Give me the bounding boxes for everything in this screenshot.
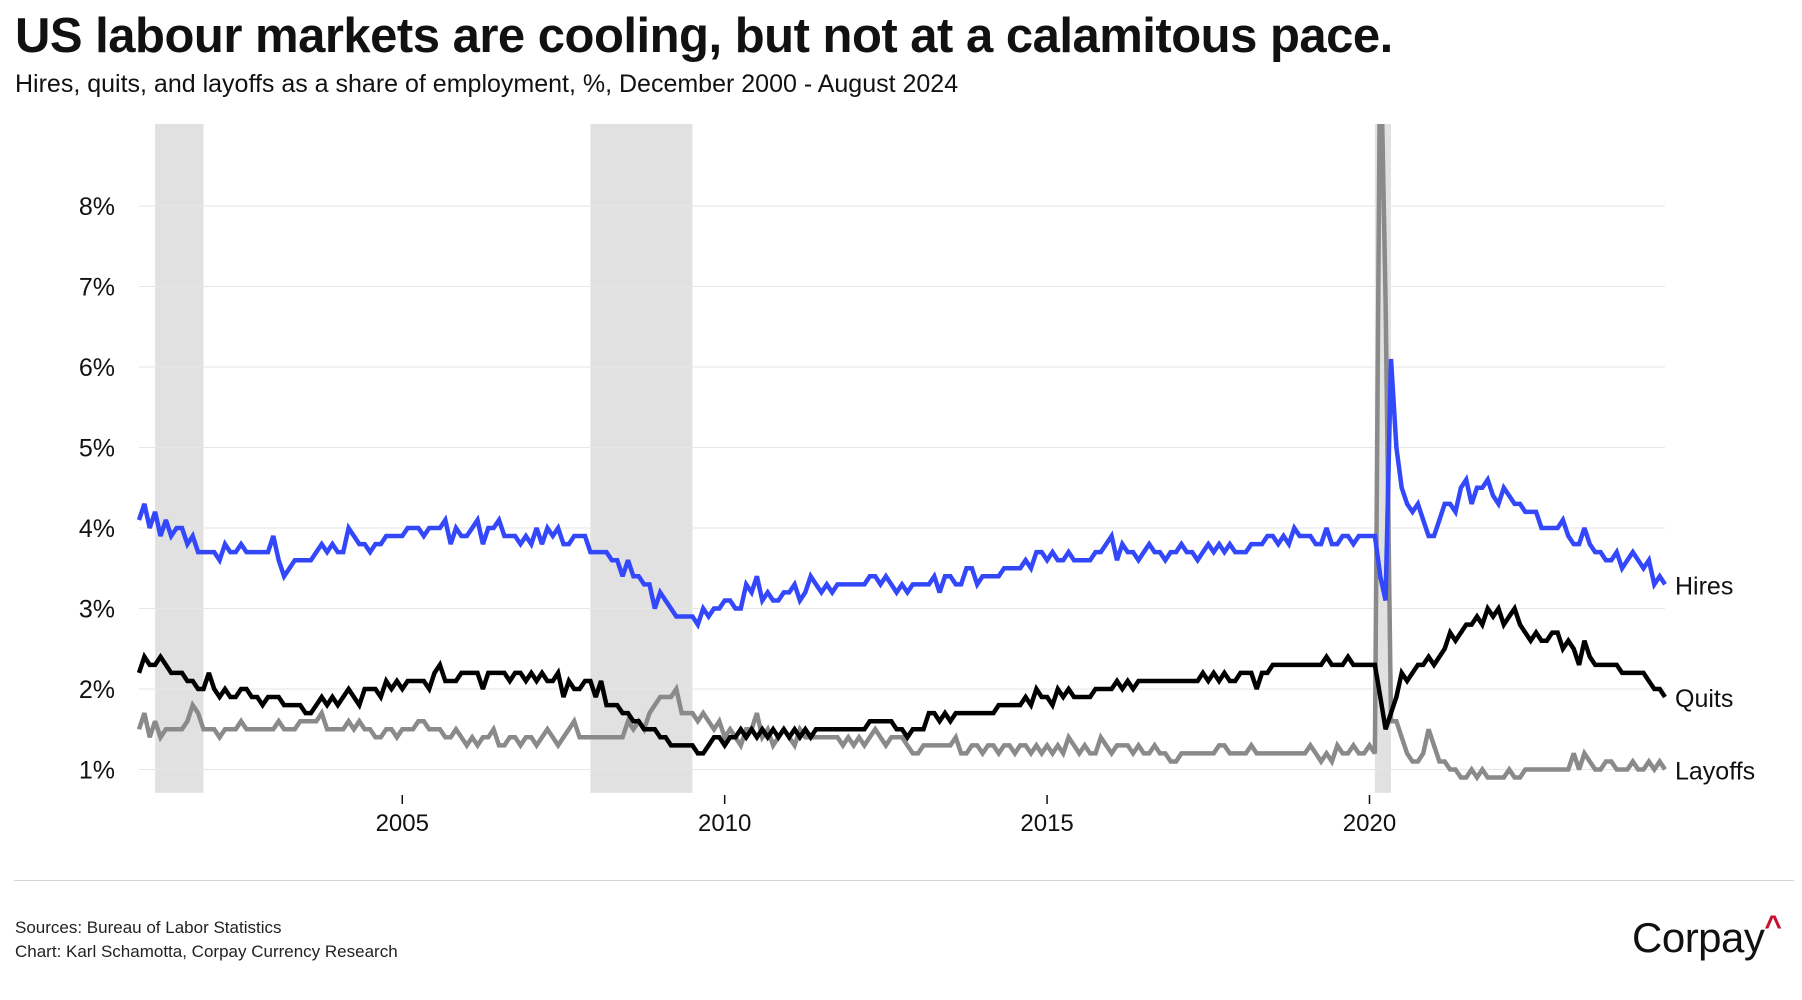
chart-credit: Chart: Karl Schamotta, Corpay Currency R… — [15, 942, 398, 961]
series-label-quits: Quits — [1675, 685, 1733, 713]
series-line-layoffs — [136, 124, 1667, 782]
footer-divider — [14, 880, 1794, 881]
sources-note: Sources: Bureau of Labor Statistics — [15, 918, 282, 937]
x-tick-label: 2015 — [1020, 810, 1073, 837]
series-labels: Layoffs Hires Quits — [1675, 572, 1755, 785]
x-axis: 2005 2010 2015 2020 — [376, 795, 1396, 837]
series-label-layoffs: Layoffs — [1675, 758, 1755, 786]
y-tick-label: 1% — [79, 757, 115, 785]
recession-band — [590, 123, 693, 793]
chart-subtitle: Hires, quits, and layoffs as a share of … — [15, 70, 959, 98]
x-tick-label: 2005 — [376, 810, 429, 837]
corpay-logo: Corpay^ — [1632, 910, 1782, 962]
series-line-hires — [136, 358, 1667, 630]
y-tick-label: 4% — [79, 515, 115, 543]
recession-bands — [155, 123, 1391, 793]
y-axis: 1% 2% 3% 4% 5% 6% 7% 8% — [79, 193, 115, 785]
series-label-hires: Hires — [1675, 572, 1733, 600]
series-line-quits — [136, 603, 1667, 756]
x-tick-label: 2010 — [698, 810, 751, 837]
chart-title: US labour markets are cooling, but not a… — [15, 9, 1393, 63]
logo-caret-icon: ^ — [1764, 910, 1782, 943]
series-lines — [136, 124, 1667, 782]
y-tick-label: 3% — [79, 596, 115, 624]
x-tick-label: 2020 — [1343, 810, 1396, 837]
y-tick-label: 2% — [79, 676, 115, 704]
logo-text: Corpay — [1632, 914, 1765, 961]
recession-band — [155, 123, 204, 793]
y-tick-label: 8% — [79, 193, 115, 221]
y-tick-label: 7% — [79, 274, 115, 302]
gridlines — [139, 205, 1665, 770]
y-tick-label: 6% — [79, 354, 115, 382]
y-tick-label: 5% — [79, 435, 115, 463]
